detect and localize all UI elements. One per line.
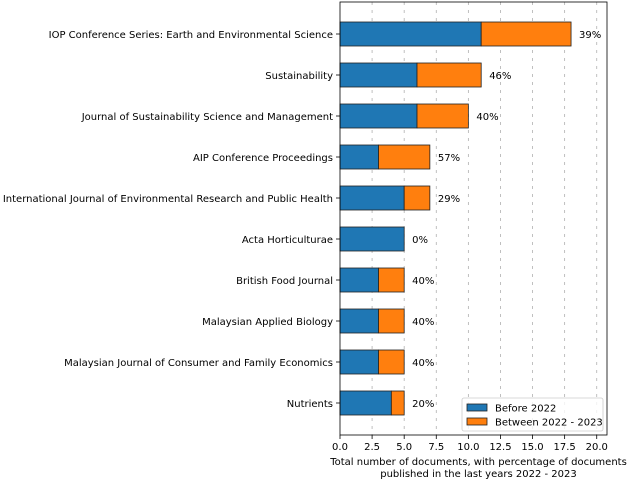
bar-before-2022: [339, 62, 418, 88]
bar-before-2022: [339, 226, 405, 252]
data-label: 40%: [476, 112, 498, 123]
y-tick-label: International Journal of Environmental R…: [3, 194, 333, 205]
y-tick-label: Malaysian Journal of Consumer and Family…: [64, 358, 333, 369]
bar-before-2022: [339, 21, 482, 47]
bar-before-2022: [339, 390, 392, 416]
x-tick-label: 10.0: [457, 442, 479, 453]
data-label: 40%: [412, 276, 434, 287]
x-tick-label: 7.5: [428, 442, 444, 453]
x-tick-label: 15.0: [521, 442, 543, 453]
bar-before-2022: [339, 144, 379, 170]
bar-between-2022-2023: [416, 62, 482, 88]
x-axis-label: published in the last years 2022 - 2023: [380, 469, 576, 480]
y-tick-label: Acta Horticulturae: [242, 235, 333, 246]
bar-between-2022-2023: [416, 103, 469, 129]
bar-between-2022-2023: [480, 21, 572, 47]
x-axis-label: Total number of documents, with percenta…: [329, 457, 627, 468]
legend-swatch: [466, 403, 488, 412]
data-label: 0%: [412, 235, 428, 246]
y-tick-label: AIP Conference Proceedings: [193, 153, 333, 164]
y-tick-label: Nutrients: [287, 399, 333, 410]
x-tick-label: 12.5: [489, 442, 511, 453]
bar-between-2022-2023: [378, 308, 405, 334]
data-label: 40%: [412, 317, 434, 328]
bar-before-2022: [339, 267, 379, 293]
legend-label: Before 2022: [495, 404, 556, 415]
bar-between-2022-2023: [378, 267, 405, 293]
x-tick-label: 17.5: [554, 442, 576, 453]
data-label: 20%: [412, 399, 434, 410]
x-tick-label: 0.0: [332, 442, 348, 453]
legend-box: [461, 397, 604, 432]
data-label: 29%: [438, 194, 460, 205]
bar-before-2022: [339, 103, 418, 129]
legend-swatch: [466, 417, 488, 426]
legend-label: Between 2022 - 2023: [495, 418, 603, 429]
y-tick-label: Sustainability: [265, 71, 333, 82]
bar-between-2022-2023: [403, 185, 431, 211]
bar-before-2022: [339, 185, 405, 211]
y-tick-label: British Food Journal: [236, 276, 333, 287]
bar-between-2022-2023: [378, 349, 405, 375]
x-tick-label: 2.5: [364, 442, 380, 453]
x-tick-label: 20.0: [586, 442, 608, 453]
x-tick-label: 5.0: [396, 442, 412, 453]
bar-between-2022-2023: [390, 390, 405, 416]
y-tick-label: Malaysian Applied Biology: [202, 317, 333, 328]
bar-before-2022: [339, 349, 379, 375]
y-tick-label: Journal of Sustainability Science and Ma…: [81, 112, 333, 123]
data-label: 46%: [489, 71, 511, 82]
y-tick-label: IOP Conference Series: Earth and Environ…: [49, 30, 333, 41]
bar-before-2022: [339, 308, 379, 334]
data-label: 40%: [412, 358, 434, 369]
data-label: 39%: [579, 30, 601, 41]
bar-between-2022-2023: [378, 144, 431, 170]
plot-frame: [339, 1, 608, 436]
data-label: 57%: [438, 153, 460, 164]
